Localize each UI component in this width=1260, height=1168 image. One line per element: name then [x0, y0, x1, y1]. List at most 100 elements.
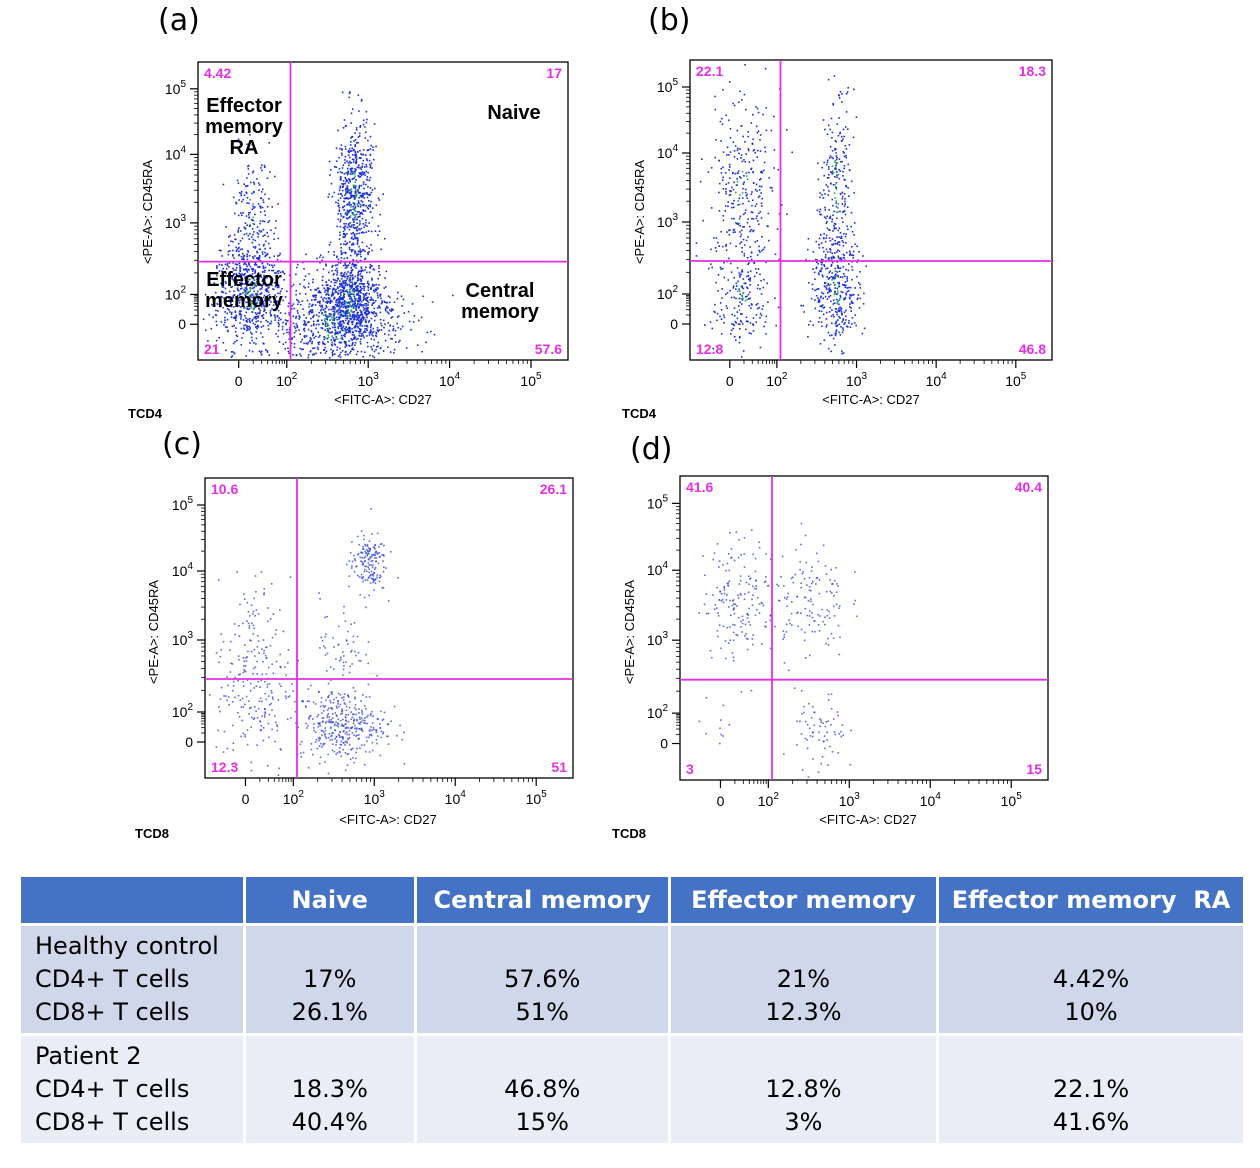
- event-dot: [702, 219, 704, 222]
- event-dot: [250, 274, 253, 277]
- event-dot: [274, 272, 276, 274]
- event-dot: [840, 161, 842, 163]
- event-dot: [739, 323, 741, 326]
- event-dot: [748, 149, 750, 152]
- event-dot: [253, 223, 256, 225]
- event-dot: [248, 264, 250, 266]
- event-dot: [835, 298, 838, 301]
- event-dot: [340, 284, 342, 287]
- event-dot: [729, 333, 732, 335]
- event-dot: [332, 319, 334, 322]
- event-dot: [337, 292, 339, 294]
- event-dot: [324, 321, 327, 323]
- event-dot: [775, 324, 777, 327]
- event-dot: [375, 560, 378, 562]
- event-dot: [343, 227, 346, 229]
- event-dot: [231, 286, 233, 288]
- event-dot: [337, 718, 339, 721]
- event-dot: [832, 281, 835, 284]
- event-dot: [736, 178, 738, 180]
- event-dot: [300, 740, 303, 743]
- event-dot: [342, 127, 345, 129]
- event-dot: [862, 255, 864, 257]
- event-dot: [307, 286, 310, 288]
- event-dot: [358, 283, 361, 285]
- event-dot: [374, 582, 377, 585]
- event-dot: [292, 315, 294, 318]
- event-dot: [354, 187, 357, 190]
- event-dot: [345, 180, 347, 183]
- flow-plot-b: 22.1 18.312.8 46.80 102 103 104 10501021031041…: [622, 59, 1053, 421]
- event-dot: [375, 729, 378, 732]
- event-dot: [258, 307, 260, 310]
- event-dot: [756, 190, 758, 192]
- event-dot: [360, 551, 362, 554]
- event-dot: [856, 298, 859, 301]
- event-dot: [321, 312, 323, 314]
- event-dot: [822, 297, 824, 300]
- event-dot: [361, 204, 364, 207]
- event-dot: [726, 307, 728, 309]
- event-dot: [360, 282, 363, 285]
- event-dot: [337, 723, 340, 725]
- event-dot: [363, 538, 365, 541]
- event-dot: [341, 171, 344, 174]
- event-dot: [274, 309, 276, 312]
- event-dot: [341, 91, 344, 94]
- event-dot: [247, 301, 249, 303]
- event-dot: [277, 335, 279, 338]
- event-dot: [719, 266, 722, 269]
- event-dot: [226, 308, 229, 310]
- event-dot: [299, 283, 301, 285]
- event-dot: [350, 161, 353, 164]
- event-dot: [853, 322, 856, 324]
- event-dot: [333, 324, 336, 327]
- event-dot: [326, 709, 329, 711]
- event-dot: [253, 279, 255, 281]
- event-dot: [378, 267, 380, 269]
- event-dot: [387, 333, 390, 336]
- event-dot: [354, 690, 357, 693]
- event-dot: [337, 202, 339, 205]
- event-dot: [331, 294, 333, 296]
- event-dot: [342, 289, 344, 291]
- event-dot: [372, 299, 375, 301]
- event-dot: [337, 261, 340, 264]
- event-dot: [816, 261, 818, 264]
- event-dot: [339, 747, 341, 749]
- event-dot: [353, 718, 355, 721]
- event-dot: [365, 221, 367, 224]
- event-dot: [349, 317, 351, 320]
- event-dot: [836, 251, 838, 253]
- event-dot: [318, 311, 321, 314]
- event-dot: [247, 303, 250, 305]
- event-dot: [284, 319, 287, 321]
- event-dot: [349, 241, 351, 243]
- event-dot: [321, 259, 323, 262]
- event-dot: [232, 240, 234, 243]
- event-dot: [317, 301, 319, 303]
- event-dot: [340, 282, 343, 285]
- event-dot: [377, 296, 379, 299]
- event-dot: [361, 194, 363, 197]
- event-dot: [308, 700, 310, 703]
- event-dot: [257, 203, 260, 205]
- event-dot: [373, 350, 376, 353]
- event-dot: [302, 751, 305, 754]
- event-dot: [377, 330, 380, 333]
- event-dot: [372, 207, 374, 209]
- event-dot: [831, 243, 833, 246]
- event-dot: [360, 275, 362, 277]
- event-dot: [250, 726, 252, 728]
- event-dot: [340, 320, 342, 323]
- event-dot: [375, 283, 378, 286]
- event-dot: [331, 734, 333, 737]
- event-dot: [757, 196, 760, 199]
- event-dot: [329, 241, 332, 244]
- plot-frame: [689, 59, 1053, 361]
- event-dot: [741, 99, 743, 101]
- event-dot: [369, 263, 372, 266]
- event-dot: [333, 353, 336, 355]
- event-dot: [742, 287, 745, 290]
- event-dot: [266, 253, 269, 256]
